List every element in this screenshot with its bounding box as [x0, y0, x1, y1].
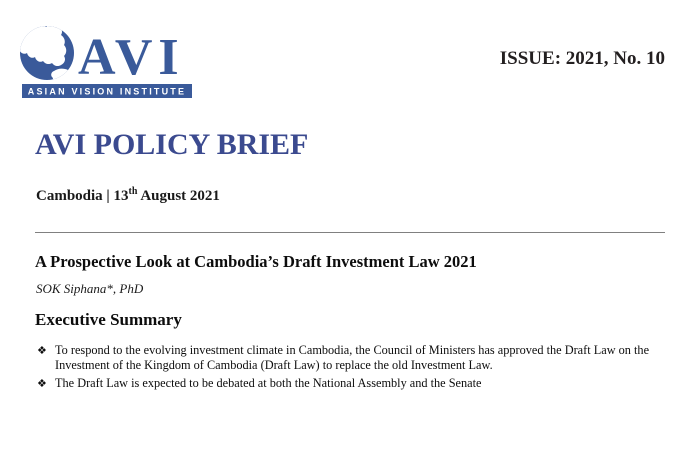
svg-text:ASIAN VISION INSTITUTE: ASIAN VISION INSTITUTE	[28, 87, 186, 97]
svg-text:AVI: AVI	[78, 29, 185, 86]
